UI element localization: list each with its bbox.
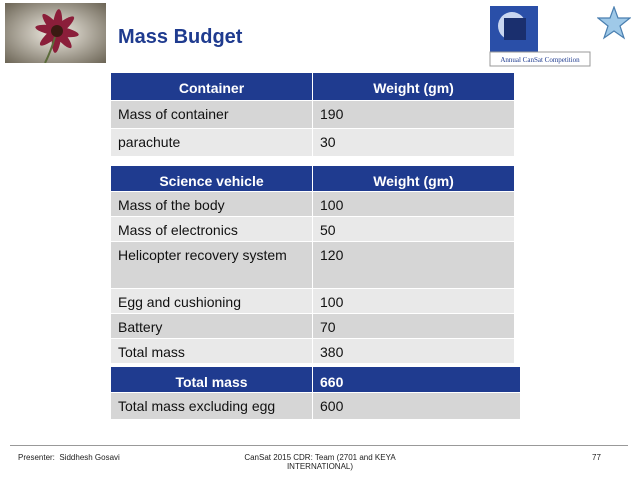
header-cell: Weight (gm) (313, 166, 515, 192)
header-cell: Science vehicle (111, 166, 313, 192)
table-cell: 190 (313, 101, 515, 129)
table-cell: Mass of container (111, 101, 313, 129)
slide-title: Mass Budget (118, 26, 243, 48)
footer-presenter: Presenter: Siddhesh Gosavi (18, 453, 120, 462)
header-cell: Total mass (111, 367, 313, 393)
table-cell: Total mass excluding egg (111, 393, 313, 420)
header-cell: Container (111, 73, 313, 101)
table-cell: parachute (111, 129, 313, 157)
footer-center: CanSat 2015 CDR: Team (2701 and KEYA INT… (244, 453, 396, 471)
footer-rule (10, 445, 628, 446)
table-cell: Mass of electronics (111, 217, 313, 242)
header-cell: Weight (gm) (313, 73, 515, 101)
table-cell: Mass of the body (111, 192, 313, 217)
logo-text: Annual CanSat Competition (500, 56, 580, 64)
table-cell: Total mass (111, 339, 313, 364)
star-icon (597, 6, 631, 40)
header-cell: 660 (313, 367, 521, 393)
table-cell: 120 (313, 242, 515, 289)
flower-image (5, 3, 106, 63)
table-cell: 100 (313, 289, 515, 314)
table-cell: 30 (313, 129, 515, 157)
footer-page: 77 (592, 453, 601, 462)
table-cell: Helicopter recovery system (111, 242, 313, 289)
table-cell: 100 (313, 192, 515, 217)
table-cell: 600 (313, 393, 521, 420)
table-cell: Battery (111, 314, 313, 339)
table-cell: 70 (313, 314, 515, 339)
cansat-logo: Annual CanSat Competition (489, 6, 591, 67)
table-cell: 50 (313, 217, 515, 242)
table-cell: 380 (313, 339, 515, 364)
table-cell: Egg and cushioning (111, 289, 313, 314)
